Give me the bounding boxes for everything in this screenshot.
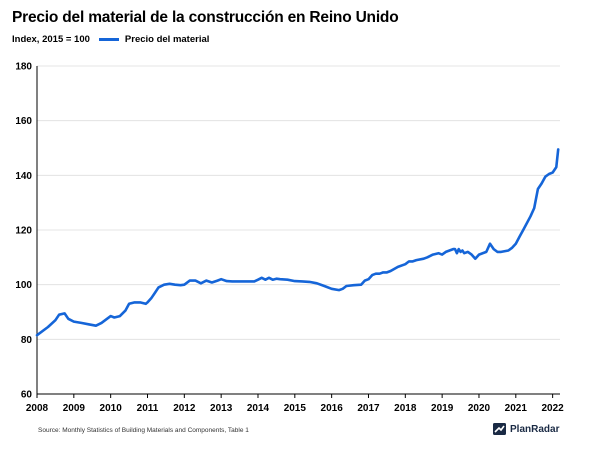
series-line-precio-del-material — [35, 148, 560, 337]
planradar-logo-icon — [493, 423, 506, 435]
y-tick-label: 80 — [21, 335, 33, 346]
brand-name: PlanRadar — [510, 423, 560, 435]
brand-logo: PlanRadar — [493, 423, 559, 435]
x-tick-label: 2015 — [284, 403, 307, 414]
y-tick-label: 100 — [15, 280, 32, 291]
x-tick-label: 2009 — [63, 403, 86, 414]
x-tick-label: 2022 — [542, 403, 565, 414]
y-tick-label: 160 — [15, 116, 32, 127]
x-tick-label: 2019 — [431, 403, 454, 414]
axes — [36, 66, 560, 398]
tick-labels: 60 80 100 120 140 160 180 2008 2009 2010 2011 2012 2… — [15, 62, 564, 415]
source-note: Source: Monthly Statistics of Building M… — [38, 427, 249, 434]
x-tick-label: 2020 — [468, 403, 491, 414]
x-tick-label: 2012 — [173, 403, 196, 414]
x-tick-label: 2018 — [394, 403, 417, 414]
x-tick-label: 2008 — [26, 403, 49, 414]
legend-swatch — [98, 38, 119, 41]
y-tick-label: 140 — [15, 171, 32, 182]
legend-label: Precio del material — [124, 34, 210, 45]
x-tick-label: 2017 — [357, 403, 380, 414]
x-tick-label: 2010 — [100, 403, 123, 414]
x-tick-label: 2016 — [321, 403, 344, 414]
chart-subtitle-row: Index, 2015 = 100 Precio del material — [12, 34, 209, 45]
y-tick-label: 120 — [15, 226, 32, 237]
x-tick-label: 2014 — [247, 403, 270, 414]
index-label: Index, 2015 = 100 — [12, 34, 90, 45]
y-tick-label: 60 — [21, 390, 33, 401]
series-layer — [35, 148, 560, 337]
grid-lines — [37, 65, 560, 340]
x-tick-label: 2021 — [505, 403, 528, 414]
chart-title: Precio del material de la construcción e… — [12, 9, 399, 26]
x-tick-label: 2011 — [137, 403, 159, 414]
x-tick-label: 2013 — [210, 403, 233, 414]
y-tick-label: 180 — [15, 62, 32, 73]
